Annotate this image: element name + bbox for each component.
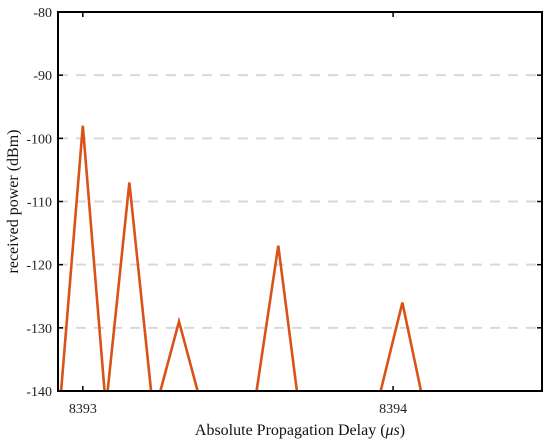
y-tick-label: -100 xyxy=(26,132,52,147)
series-0-peak-3 xyxy=(255,245,299,392)
series-0-peak-0 xyxy=(59,125,106,392)
y-tick-label: -140 xyxy=(26,385,52,400)
y-tick-label: -80 xyxy=(33,6,52,21)
ticks-layer: -80 -90 -100 -110 -120 -130 -140 8393 8394 xyxy=(26,6,542,417)
x-axis-label: Absolute Propagation Delay (μs) xyxy=(195,422,405,439)
labels-layer: Absolute Propagation Delay (μs) received… xyxy=(5,130,405,439)
series-0-peak-2 xyxy=(159,316,199,392)
series-layer xyxy=(59,125,423,392)
y-tick-label: -130 xyxy=(26,322,52,337)
y-tick-label: -120 xyxy=(26,259,52,274)
x-tick-label: 8393 xyxy=(69,402,97,417)
y-tick-label: -110 xyxy=(27,196,52,211)
series-0-peak-1 xyxy=(106,182,153,392)
series-0-peak-4 xyxy=(379,302,423,392)
y-tick-label: -90 xyxy=(33,69,52,84)
x-tick-label: 8394 xyxy=(379,402,407,417)
y-axis-label: received power (dBm) xyxy=(5,130,22,274)
